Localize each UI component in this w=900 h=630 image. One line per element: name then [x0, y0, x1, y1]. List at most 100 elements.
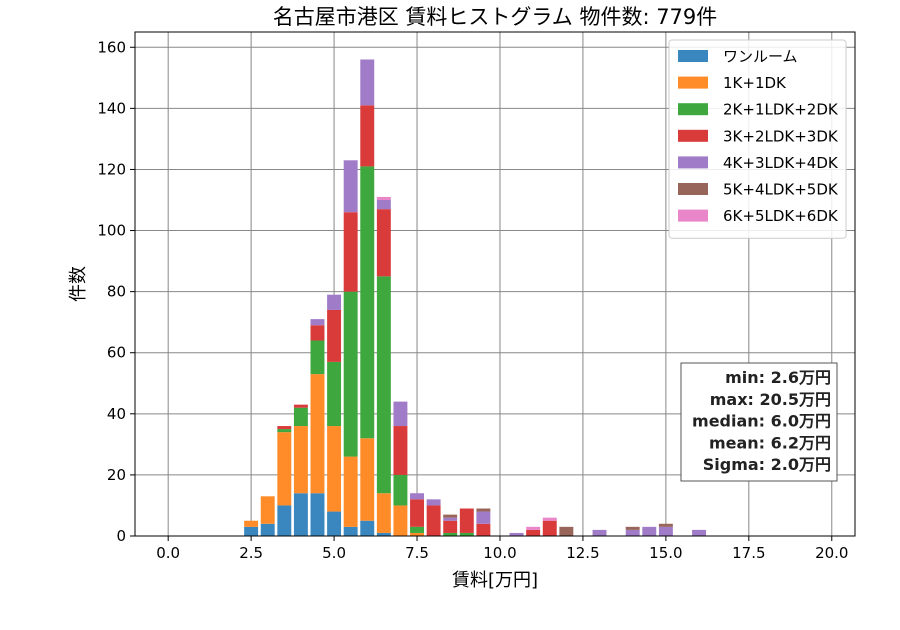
bar-segment-series-3-bin-14: [476, 523, 491, 536]
legend-swatch: [678, 209, 708, 222]
y-tick-label: 20: [107, 466, 126, 484]
bar-segment-series-1-bin-1: [260, 496, 275, 524]
bar-segment-series-5-bin-12: [443, 514, 458, 518]
bar-segment-series-4-bin-9: [393, 401, 408, 427]
bar-segment-series-0-bin-0: [244, 526, 259, 536]
bar-segment-series-2-bin-8: [376, 276, 391, 494]
bar-segment-series-3-bin-6: [343, 212, 358, 292]
legend-label: 2K+1LDK+2DK: [723, 101, 839, 119]
legend: ワンルーム 1K+1DK 2K+1LDK+2DK 3K+2LDK+3DK 4K+3LDK…: [668, 39, 847, 239]
bar-segment-series-2-bin-13: [459, 532, 474, 536]
bar-segment-series-5-bin-18: [559, 526, 574, 536]
legend-swatch: [678, 76, 708, 89]
bar-segment-series-6-bin-17: [542, 517, 557, 521]
bar-segment-series-2-bin-7: [360, 166, 375, 439]
legend-box: [668, 39, 847, 239]
x-axis-label: 賃料[万円]: [452, 570, 538, 591]
bar-segment-series-4-bin-12: [443, 517, 458, 521]
bar-segment-series-2-bin-9: [393, 474, 408, 506]
bar-segment-series-3-bin-17: [542, 520, 557, 536]
bar-segment-series-4-bin-20: [625, 529, 640, 536]
y-axis-ticks: 0 20 40 60 80 100 120 140 160: [97, 38, 135, 545]
x-tick-label: 17.5: [732, 544, 765, 562]
stats-line: Sigma: 2.0万円: [703, 455, 831, 474]
bar-segment-series-2-bin-2: [277, 429, 292, 433]
stats-line: min: 2.6万円: [725, 368, 831, 387]
bar-segment-series-4-bin-15: [509, 532, 524, 536]
bar-segment-series-0-bin-4: [310, 493, 325, 536]
bar-segment-series-1-bin-7: [360, 438, 375, 521]
bar-segment-series-1-bin-3: [293, 426, 308, 494]
bar-segment-series-4-bin-19: [592, 529, 607, 536]
bars-group: [244, 59, 707, 536]
bar-segment-series-0-bin-6: [343, 526, 358, 536]
bar-segment-series-3-bin-13: [459, 508, 474, 533]
bar-segment-series-3-bin-16: [526, 529, 541, 536]
legend-label: 1K+1DK: [723, 74, 787, 92]
bar-segment-series-1-bin-6: [343, 456, 358, 527]
bar-segment-series-1-bin-0: [244, 520, 259, 527]
bar-segment-series-4-bin-21: [642, 526, 657, 536]
legend-swatch: [678, 156, 708, 169]
y-tick-label: 140: [97, 99, 126, 117]
bar-segment-series-3-bin-10: [410, 499, 424, 527]
bar-segment-series-4-bin-14: [476, 511, 491, 524]
legend-label: ワンルーム: [723, 48, 798, 66]
bar-segment-series-4-bin-5: [327, 294, 342, 310]
bar-segment-series-4-bin-8: [376, 200, 391, 210]
bar-segment-series-2-bin-5: [327, 361, 342, 427]
legend-label: 5K+4LDK+5DK: [723, 181, 839, 199]
bar-segment-series-4-bin-22: [658, 526, 673, 536]
y-tick-label: 40: [107, 405, 126, 423]
y-tick-label: 100: [97, 222, 126, 240]
legend-label: 4K+3LDK+4DK: [723, 154, 839, 172]
stats-line: median: 6.0万円: [692, 412, 831, 431]
bar-segment-series-1-bin-10: [410, 532, 424, 536]
x-tick-label: 20.0: [815, 544, 848, 562]
bar-segment-series-1-bin-5: [327, 426, 342, 512]
x-tick-label: 7.5: [405, 544, 429, 562]
bar-segment-series-1-bin-9: [393, 505, 408, 536]
y-tick-label: 80: [107, 283, 126, 301]
bar-segment-series-4-bin-23: [692, 529, 707, 536]
bar-segment-series-3-bin-11: [426, 505, 441, 536]
bar-segment-series-5-bin-14: [476, 508, 491, 512]
x-tick-label: 10.0: [483, 544, 516, 562]
stats-box: min: 2.6万円 max: 20.5万円 median: 6.0万円 mean: …: [680, 362, 838, 482]
x-tick-label: 2.5: [239, 544, 263, 562]
x-tick-label: 0.0: [156, 544, 180, 562]
legend-swatch: [678, 103, 708, 116]
legend-swatch: [678, 183, 708, 195]
x-tick-label: 12.5: [566, 544, 599, 562]
bar-segment-series-4-bin-6: [343, 160, 358, 213]
bar-segment-series-2-bin-6: [343, 291, 358, 457]
bar-segment-series-0-bin-1: [260, 523, 275, 536]
bar-segment-series-0-bin-2: [277, 505, 292, 536]
x-tick-label: 5.0: [322, 544, 346, 562]
bar-segment-series-1-bin-8: [376, 493, 391, 533]
legend-swatch: [678, 50, 708, 62]
chart-title: 名古屋市港区 賃料ヒストグラム 物件数: 779件: [273, 5, 718, 29]
stats-line: mean: 6.2万円: [709, 433, 831, 452]
bar-segment-series-5-bin-22: [658, 523, 673, 527]
bar-segment-series-2-bin-10: [410, 526, 424, 533]
y-tick-label: 160: [97, 38, 126, 56]
bar-segment-series-2-bin-3: [293, 407, 308, 427]
stats-box-frame: [680, 362, 838, 482]
bar-segment-series-1-bin-2: [277, 432, 292, 506]
bar-segment-series-2-bin-12: [443, 532, 458, 536]
bar-segment-series-2-bin-4: [310, 340, 325, 375]
bar-segment-series-3-bin-5: [327, 309, 342, 362]
bar-segment-series-4-bin-4: [310, 319, 325, 326]
y-tick-label: 0: [116, 527, 126, 545]
bar-segment-series-4-bin-11: [426, 499, 441, 506]
bar-segment-series-3-bin-8: [376, 209, 391, 277]
y-tick-label: 60: [107, 344, 126, 362]
bar-segment-series-0-bin-5: [327, 511, 342, 536]
bar-segment-series-6-bin-16: [526, 526, 541, 530]
y-tick-label: 120: [97, 160, 126, 178]
bar-segment-series-0-bin-3: [293, 493, 308, 536]
x-axis-ticks: 0.0 2.5 5.0 7.5 10.0 12.5 15.0 17.5 20.0: [156, 536, 848, 562]
bar-segment-series-3-bin-12: [443, 520, 458, 533]
